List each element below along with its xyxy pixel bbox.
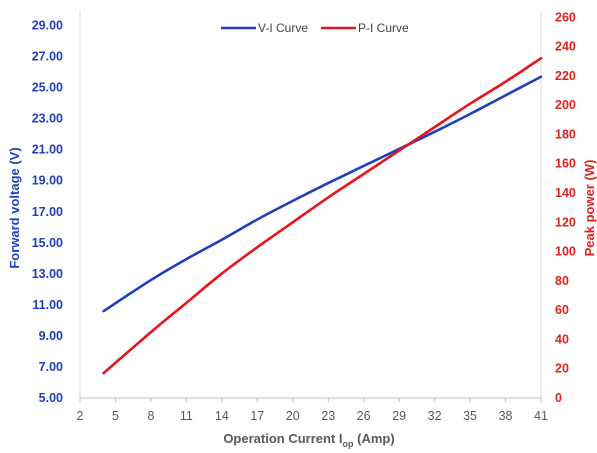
x-axis-title-suffix: (Amp)	[354, 431, 395, 446]
y-right-tick-label: 0	[555, 391, 562, 405]
legend-label-v-i: V-I Curve	[258, 21, 308, 35]
x-tick-label: 41	[534, 409, 548, 423]
x-tick-label: 29	[392, 409, 406, 423]
y-left-tick-label: 7.00	[39, 360, 63, 374]
x-tick-label: 11	[180, 409, 193, 423]
x-tick-label: 8	[147, 409, 154, 423]
y-right-tick-label: 40	[555, 332, 569, 346]
x-tick-label: 32	[428, 409, 442, 423]
y-right-tick-label: 80	[555, 274, 569, 288]
y-right-tick-label: 180	[555, 127, 576, 141]
y-right-tick-label: 240	[555, 40, 576, 54]
axes	[79, 10, 542, 399]
x-tick-label: 14	[215, 409, 229, 423]
y-right-tick-label: 160	[555, 157, 576, 171]
x-tick-label: 2	[77, 409, 84, 423]
y-right-tick-label: 220	[555, 69, 576, 83]
y-left-tick-label: 23.00	[32, 112, 63, 126]
series-layer	[102, 57, 543, 375]
y-left-tick-label: 15.00	[32, 236, 63, 250]
y-right-tick-label: 120	[555, 215, 576, 229]
y-axis-left-title: Forward voltage (V)	[7, 147, 22, 268]
legend-label-p-i: P-I Curve	[358, 21, 409, 35]
y-left-tick-label: 27.00	[32, 50, 63, 64]
y-right-tick-label: 140	[555, 186, 576, 200]
y-left-tick-label: 17.00	[32, 205, 63, 219]
y-right-tick-label: 260	[555, 10, 576, 24]
y-left-tick-label: 21.00	[32, 143, 63, 157]
y-left-tick-label: 25.00	[32, 81, 63, 95]
y-right-tick-label: 200	[555, 98, 576, 112]
x-axis-title-main: Operation Current I	[223, 431, 342, 446]
y-right-tick-label: 60	[555, 303, 569, 317]
y-left-tick-label: 13.00	[32, 267, 63, 281]
x-tick-label: 23	[321, 409, 335, 423]
y-left-tick-label: 11.00	[32, 298, 63, 312]
x-tick-label: 5	[112, 409, 119, 423]
x-axis-title-subscript: op	[343, 439, 354, 449]
tick-labels: 2 5 8 11 14 17 20 23 26 29 32 35 38 41 5.00 7.00 9.00 11.…	[32, 10, 576, 423]
x-tick-label: 35	[463, 409, 477, 423]
x-tick-label: 26	[357, 409, 371, 423]
y-left-tick-label: 29.00	[32, 19, 63, 33]
x-tick-label: 17	[250, 409, 264, 423]
y-right-tick-label: 20	[555, 362, 569, 376]
y-right-tick-label: 100	[555, 245, 576, 259]
y-left-tick-label: 5.00	[39, 391, 63, 405]
y-left-tick-label: 19.00	[32, 174, 63, 188]
x-tick-label: 20	[286, 409, 300, 423]
y-left-tick-label: 9.00	[39, 329, 63, 343]
x-tick-label: 38	[499, 409, 513, 423]
x-axis-title: Operation Current Iop (Amp)	[223, 431, 394, 449]
y-axis-right-title: Peak power (W)	[582, 160, 597, 257]
legend: V-I Curve P-I Curve	[221, 21, 409, 35]
